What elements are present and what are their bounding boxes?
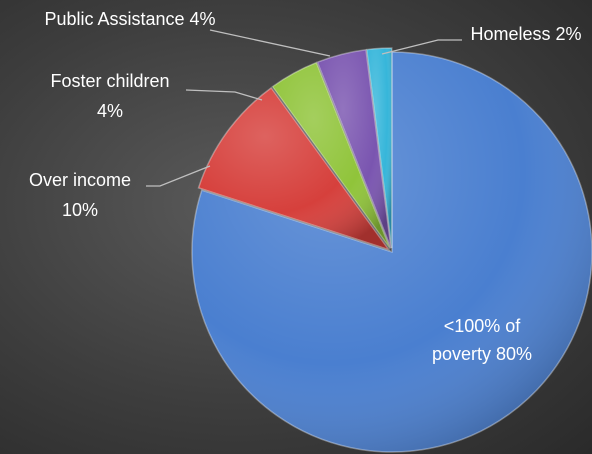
pie-slice-public-assistance [316, 48, 392, 249]
pie-slice-over-income [197, 86, 391, 252]
pie-slice-100-of-poverty [191, 51, 592, 453]
pie-slice-foster-children [271, 61, 391, 249]
data-label-line: Over income [29, 170, 131, 190]
pie-slice-homeless [365, 47, 393, 249]
data-label-line: poverty 80% [432, 344, 532, 364]
data-label: Over income 10% [29, 170, 131, 220]
data-label: Foster children 4% [50, 71, 169, 121]
data-label-line: Foster children [50, 71, 169, 91]
data-label: <100% of poverty 80% [432, 316, 532, 364]
data-label-line: Homeless 2% [470, 24, 581, 44]
leader-line [209, 29, 331, 57]
data-label-line: Public Assistance 4% [44, 9, 215, 29]
leader-line [381, 39, 462, 55]
leader-line [146, 165, 211, 187]
data-label: Homeless 2% [470, 24, 581, 44]
leader-line [185, 89, 263, 101]
data-label: Public Assistance 4% [44, 9, 215, 29]
data-label-line: 10% [62, 200, 98, 220]
data-label-line: 4% [97, 101, 123, 121]
data-label-line: <100% of [444, 316, 522, 336]
